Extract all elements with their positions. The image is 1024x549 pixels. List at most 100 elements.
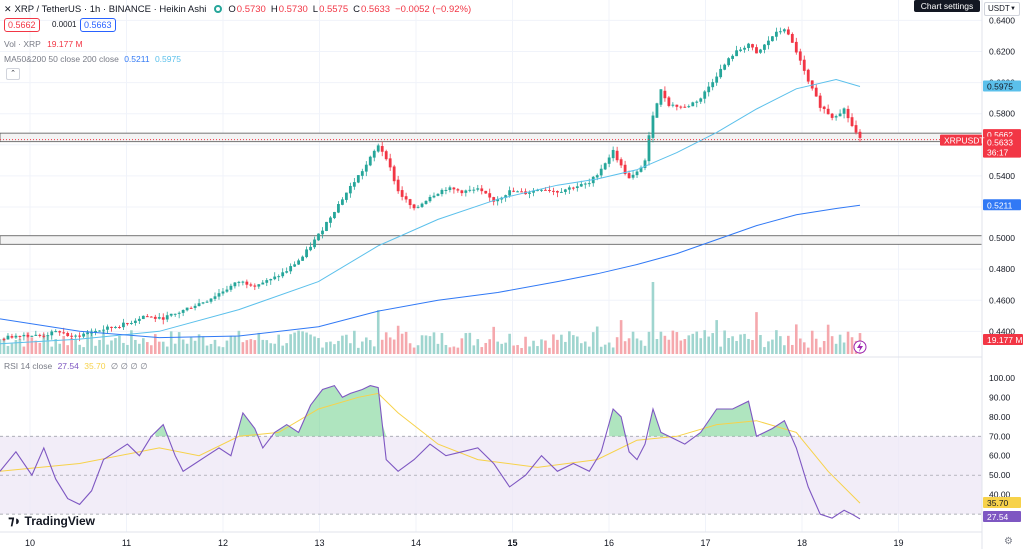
sell-button[interactable]: 0.5662 [4,18,40,32]
rsi-legend[interactable]: RSI 14 close 27.54 35.70 ∅ ∅ ∅ ∅ [4,361,148,372]
volume-bar [755,312,758,354]
time-axis[interactable]: 10 11 12 13 14 15 16 17 18 19 [25,538,904,548]
ma-legend[interactable]: MA50&200 50 close 200 close 0.5211 0.597… [4,54,181,64]
ohlc-open-value: 0.5730 [236,3,266,15]
candle-body [165,315,169,320]
volume-bar [623,341,627,354]
volume-bar [66,345,69,354]
volume-bar [619,320,623,354]
volume-bar [428,336,432,354]
volume-bar [516,345,519,354]
volume-legend[interactable]: Vol · XRP 19.177 M [4,39,83,49]
candle-body [265,280,269,283]
rsi-tick-label: 90.00 [989,392,1011,402]
candle-body [432,195,436,198]
volume-bar [842,342,846,354]
candle-body [782,29,786,32]
candle-body [42,335,46,337]
symbol-title[interactable]: XRP / TetherUS · 1h · BINANCE · Heikin A… [14,3,207,15]
currency-label: USDT [988,4,1010,13]
candle-body [444,189,448,191]
candle-body [615,150,619,161]
volume-bar [424,335,428,354]
volume-bar [368,340,372,354]
candle-body [647,135,651,162]
candle-body [22,334,26,337]
volume-bar [599,346,603,354]
candle-body [599,168,603,176]
candle-body [102,329,105,331]
volume-bar [464,333,468,354]
candle-body [94,330,97,333]
volume-bar [357,347,360,354]
volume-bar [496,341,499,354]
chevron-up-icon[interactable]: ⌃ [6,68,20,80]
price-axis[interactable]: 0.64000.62000.60000.58000.56000.54000.52… [989,15,1015,336]
volume-bar [822,340,826,354]
candle-body [277,276,281,278]
candle-body [153,316,157,319]
candle-body [452,187,456,190]
volume-bar [850,337,854,354]
price-tick-label: 0.4400 [989,326,1015,336]
volume-bar [388,337,392,354]
candle-body [245,281,249,285]
time-tick-label: 13 [314,538,324,548]
gear-icon[interactable]: ⚙ [1004,536,1013,547]
volume-bar [380,339,384,354]
volume-bar [396,325,400,354]
candle-body [484,190,488,194]
candle-body [317,233,320,241]
volume-bar [237,330,241,354]
candle-body [627,173,631,179]
candle-body [213,296,217,299]
volume-bar [564,341,567,354]
rsi-extra: ∅ ∅ ∅ ∅ [110,361,148,371]
rsi-line [0,384,861,520]
volume-bar [416,345,420,354]
time-tick-label: 14 [411,538,421,548]
candle-body [241,281,245,283]
candle-body [205,301,209,303]
lightning-icon[interactable] [853,340,867,354]
chevron-icon[interactable]: ✕ [4,3,12,14]
candle-body [854,125,858,133]
timer-axis-label: 36:17 [987,148,1009,158]
candle-body [826,108,830,115]
candle-body [237,281,241,283]
volume-bar [520,347,523,354]
candle-body [157,317,161,319]
volume-bar [364,337,368,354]
candle-body [66,333,70,337]
buy-button[interactable]: 0.5663 [80,18,116,32]
volume-bar [691,333,695,354]
price-tick-label: 0.5000 [989,233,1015,243]
candle-body [30,335,34,337]
candle-body [297,260,301,265]
candle-body [778,31,782,33]
volume-bar [313,336,316,354]
volume-axis-label: 19.177 M [987,335,1022,345]
volume-bar [763,347,766,354]
candle-body [293,264,297,267]
volume-bar [26,332,30,354]
candle-body [802,59,806,71]
volume-bar [90,330,93,354]
volume-bar [683,339,687,354]
currency-selector[interactable]: USDT ▼ [984,2,1020,16]
volume-bar [794,324,798,354]
volume-bar [376,310,380,354]
volume-bar [408,343,412,354]
volume-bar [802,342,806,354]
candle-body [333,211,336,219]
candle-body [544,189,547,191]
tradingview-logo[interactable]: ⁊◗ TradingView [8,513,95,529]
candle-body [520,191,523,193]
candle-body [90,332,93,334]
candle-body [655,103,659,118]
candle-body [532,190,535,193]
volume-bar [631,331,635,354]
candle-body [118,327,121,329]
